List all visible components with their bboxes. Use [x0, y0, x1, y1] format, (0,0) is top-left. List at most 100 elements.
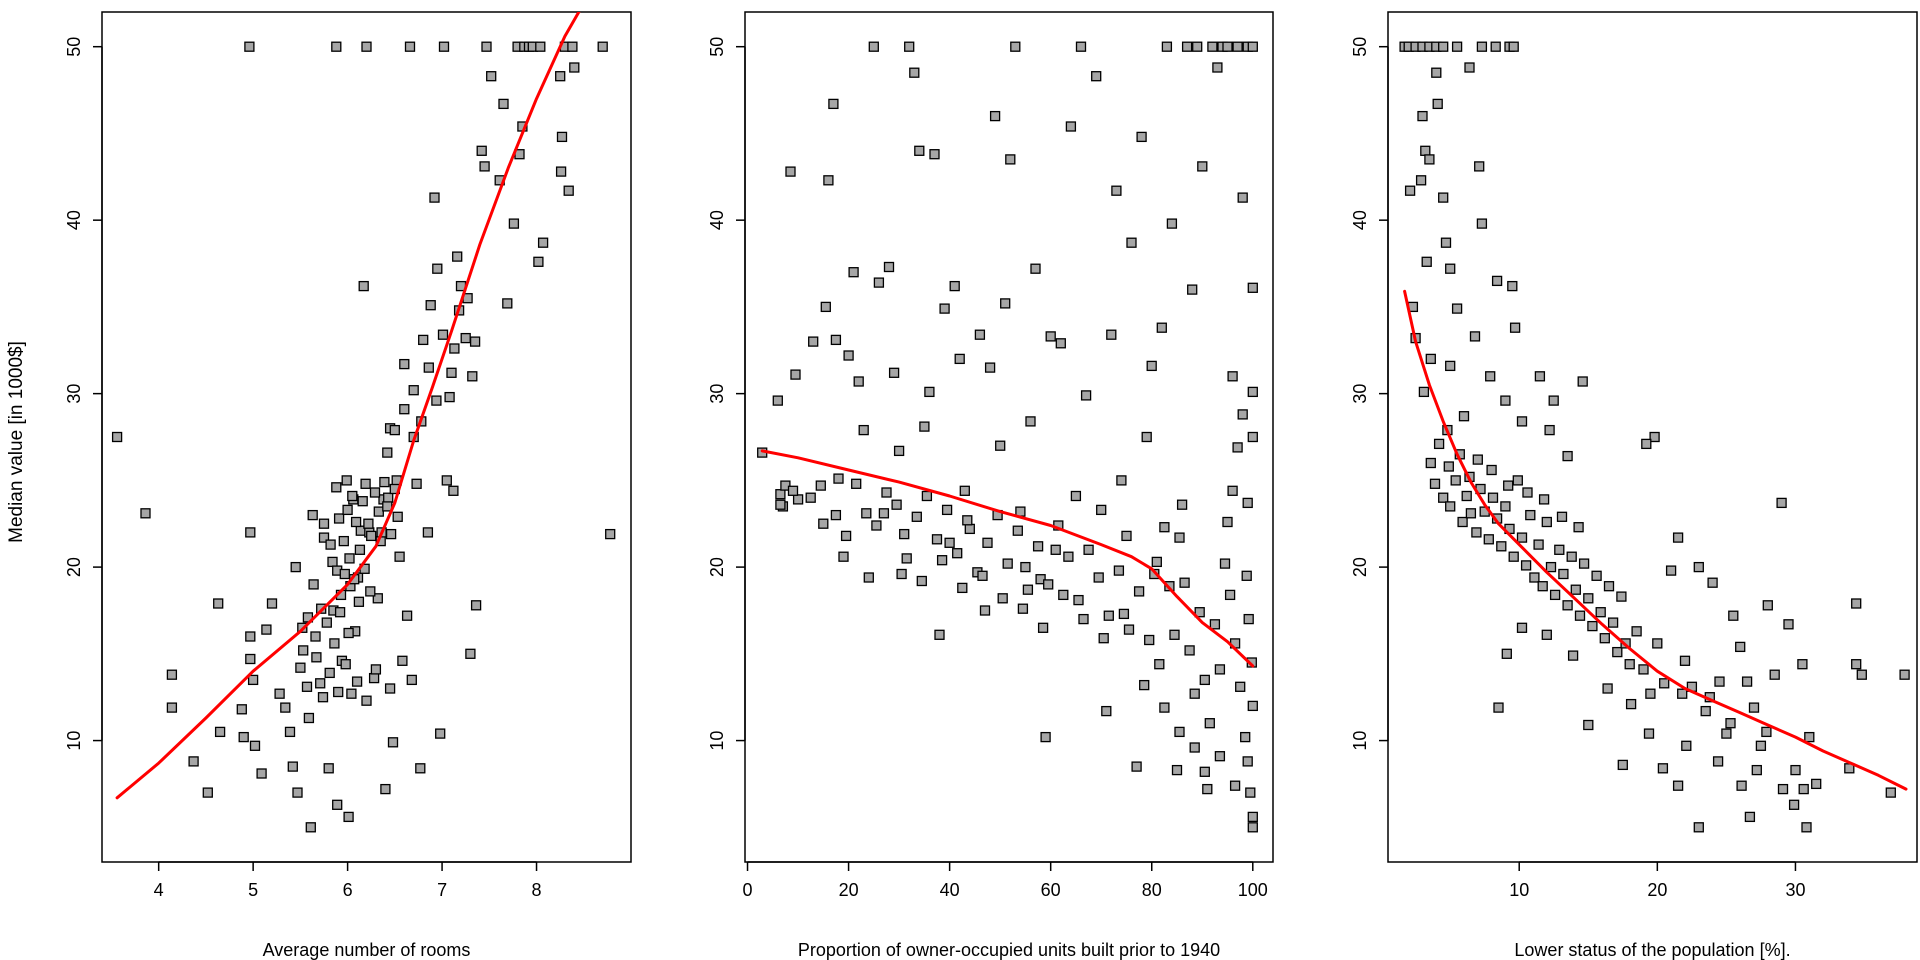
data-point	[1418, 386, 1430, 398]
data-point	[411, 478, 422, 489]
data-point	[452, 251, 463, 262]
data-point	[1247, 386, 1258, 398]
data-point	[1247, 41, 1258, 52]
data-point	[790, 369, 801, 380]
data-point	[1171, 764, 1183, 776]
data-points	[1399, 41, 1910, 833]
panel-rooms: 4 5 6 7 8 Average number of rooms 10 20 30 40 50	[64, 11, 632, 960]
data-point	[1761, 726, 1772, 738]
y-tick-label: 10	[1350, 731, 1370, 751]
data-point	[448, 485, 459, 496]
data-point	[1091, 71, 1102, 82]
x-tick-label: 6	[343, 880, 353, 900]
data-point	[1769, 669, 1780, 680]
data-point	[931, 534, 943, 545]
y-tick-label: 20	[707, 557, 727, 577]
data-point	[1063, 551, 1074, 562]
data-point	[1020, 561, 1031, 573]
data-point	[361, 41, 372, 52]
data-point	[1010, 41, 1021, 52]
data-point	[382, 447, 393, 458]
data-point	[1098, 633, 1109, 644]
data-point	[508, 218, 520, 229]
data-point	[1176, 499, 1188, 510]
data-point	[1141, 431, 1152, 443]
data-point	[815, 480, 826, 491]
x-tick-label: 5	[248, 880, 258, 900]
data-point	[1672, 532, 1684, 543]
y-tick-label: 40	[64, 210, 84, 230]
data-point	[1801, 822, 1812, 833]
data-point	[465, 648, 476, 659]
data-point	[952, 548, 963, 559]
data-point	[344, 553, 355, 564]
y-axis: 10 20 30 40 50	[64, 37, 103, 751]
data-point	[423, 362, 434, 373]
data-point	[881, 487, 892, 498]
data-points	[757, 41, 1258, 833]
data-point	[340, 659, 351, 670]
data-point	[383, 492, 394, 503]
data-point	[1617, 759, 1628, 771]
data-point	[1541, 516, 1552, 528]
data-point	[1030, 263, 1041, 274]
data-point	[838, 551, 849, 562]
data-point	[1538, 494, 1550, 505]
data-point	[369, 487, 381, 498]
data-point	[399, 358, 410, 370]
data-point	[1707, 577, 1718, 588]
y-tick-label: 50	[707, 37, 727, 57]
data-point	[901, 553, 912, 564]
data-point	[1486, 464, 1497, 476]
data-point	[1533, 539, 1544, 550]
data-point	[861, 508, 872, 519]
data-point	[1520, 560, 1532, 571]
x-axis-label: Lower status of the population [%].	[1514, 940, 1790, 960]
data-point	[1070, 490, 1082, 502]
data-point	[1851, 598, 1862, 609]
data-point	[1181, 41, 1193, 52]
data-point	[1199, 674, 1210, 686]
data-point	[1851, 659, 1862, 670]
data-point	[1214, 751, 1226, 762]
data-point	[486, 71, 497, 82]
data-point	[1116, 475, 1127, 486]
data-point	[851, 478, 862, 489]
data-point	[389, 424, 400, 436]
data-point	[415, 763, 426, 774]
data-point	[214, 726, 226, 738]
data-point	[924, 386, 935, 398]
data-point	[341, 475, 352, 486]
data-point	[404, 41, 416, 52]
data-point	[959, 485, 970, 496]
data-point	[1146, 360, 1157, 372]
data-point	[1111, 185, 1122, 196]
data-point	[535, 41, 546, 52]
data-point	[1503, 480, 1514, 491]
data-point	[425, 300, 436, 311]
data-point	[1073, 594, 1084, 606]
data-point	[1035, 574, 1046, 585]
data-point	[140, 508, 151, 519]
data-point	[1192, 41, 1203, 52]
data-point	[1131, 761, 1142, 772]
data-point	[1493, 702, 1504, 713]
data-point	[949, 280, 960, 292]
data-point	[1525, 509, 1536, 521]
data-point	[301, 681, 313, 692]
data-point	[331, 41, 342, 52]
data-point	[1548, 395, 1559, 406]
data-point	[944, 537, 955, 548]
data-point	[438, 41, 450, 52]
data-point	[1562, 450, 1573, 462]
data-point	[1000, 298, 1011, 309]
data-point	[891, 499, 902, 510]
data-point	[823, 175, 834, 186]
data-point	[563, 185, 574, 196]
data-point	[1659, 678, 1670, 689]
data-point	[556, 131, 568, 143]
data-point	[1516, 532, 1528, 543]
data-point	[1725, 718, 1736, 729]
data-point	[904, 41, 915, 52]
data-point	[785, 166, 796, 177]
